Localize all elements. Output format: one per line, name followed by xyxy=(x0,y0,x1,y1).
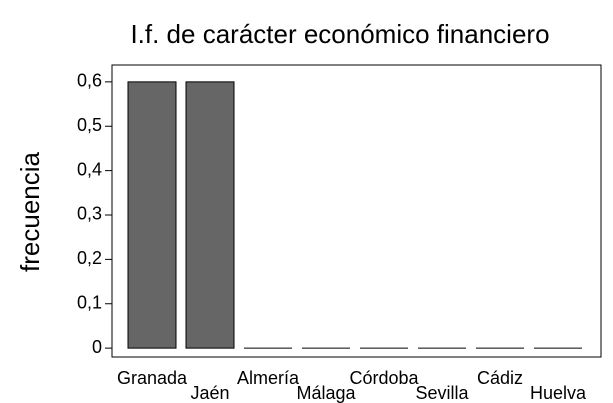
x-tick-label: Cádiz xyxy=(477,368,523,388)
x-tick-label: Málaga xyxy=(296,383,356,403)
plot-frame xyxy=(111,64,602,358)
y-tick-label: 0,4 xyxy=(77,159,102,179)
y-tick-label: 0,5 xyxy=(77,115,102,135)
y-tick-label: 0,1 xyxy=(77,292,102,312)
x-tick-label: Jaén xyxy=(190,383,229,403)
y-tick-label: 0 xyxy=(92,337,102,357)
x-tick-label: Sevilla xyxy=(415,383,469,403)
chart-title: I.f. de carácter económico financiero xyxy=(130,19,549,49)
y-tick-label: 0,3 xyxy=(77,204,102,224)
bar xyxy=(127,81,177,349)
x-tick-label: Granada xyxy=(117,368,188,388)
x-tick-label: Huelva xyxy=(530,383,587,403)
y-tick-label: 0,6 xyxy=(77,71,102,91)
bar xyxy=(185,81,235,349)
y-axis-label: frecuencia xyxy=(15,151,45,271)
x-tick-label: Almería xyxy=(237,368,300,388)
y-tick-label: 0,2 xyxy=(77,248,102,268)
x-tick-label: Córdoba xyxy=(349,368,419,388)
